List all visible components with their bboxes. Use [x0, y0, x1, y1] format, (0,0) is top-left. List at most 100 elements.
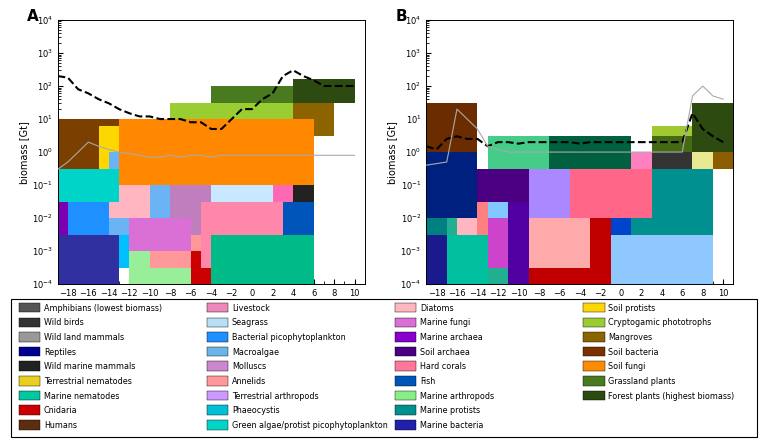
Bar [396, 361, 416, 371]
Bar [207, 347, 228, 357]
Bar [488, 135, 570, 169]
Bar [201, 202, 283, 268]
Bar [98, 126, 160, 234]
Text: Green algae/protist picophytoplankton: Green algae/protist picophytoplankton [232, 421, 388, 430]
Bar [488, 218, 570, 268]
Bar [396, 303, 416, 313]
Bar [119, 119, 313, 185]
Text: Cnidaria: Cnidaria [44, 406, 78, 415]
Bar [293, 103, 334, 135]
Bar [98, 169, 150, 218]
Bar [651, 126, 713, 152]
Text: Soil fungi: Soil fungi [608, 362, 646, 371]
Bar [263, 169, 313, 202]
Text: Wild land mammals: Wild land mammals [44, 333, 124, 342]
Text: Fish: Fish [420, 377, 435, 386]
Bar [396, 420, 416, 430]
Bar [549, 135, 631, 169]
Bar [211, 152, 273, 202]
Text: B: B [396, 9, 407, 24]
Bar [207, 361, 228, 371]
Bar [160, 169, 252, 234]
Bar [488, 135, 528, 218]
Bar [19, 376, 40, 386]
Bar [396, 317, 416, 327]
Text: Wild marine mammals: Wild marine mammals [44, 362, 135, 371]
Bar [584, 376, 604, 386]
Text: Marine protists: Marine protists [420, 406, 480, 415]
Bar [19, 347, 40, 357]
Text: Marine bacteria: Marine bacteria [420, 421, 484, 430]
Text: Terrestrial nematodes: Terrestrial nematodes [44, 377, 131, 386]
Bar [207, 376, 228, 386]
Bar [252, 152, 303, 185]
Bar [693, 119, 733, 169]
Bar [221, 135, 293, 202]
Bar [211, 234, 313, 284]
Text: Macroalgae: Macroalgae [232, 348, 279, 357]
Bar [207, 420, 228, 430]
Bar [58, 169, 140, 218]
Bar [68, 234, 129, 268]
Bar [293, 79, 355, 103]
Text: Molluscs: Molluscs [232, 362, 266, 371]
Bar [447, 234, 488, 284]
Bar [129, 218, 190, 251]
Text: Humans: Humans [44, 421, 77, 430]
Bar [19, 420, 40, 430]
Bar [232, 169, 293, 234]
Bar [693, 103, 733, 152]
Bar [584, 361, 604, 371]
Text: Forest plants (highest biomass): Forest plants (highest biomass) [608, 392, 734, 400]
Bar [528, 218, 651, 284]
Bar [58, 169, 119, 202]
Bar [129, 234, 252, 284]
Bar [488, 159, 549, 202]
Bar [611, 234, 713, 284]
Bar [68, 202, 109, 234]
Text: Terrestrial arthropods: Terrestrial arthropods [232, 392, 319, 400]
Bar [19, 391, 40, 400]
Bar [78, 169, 119, 202]
Text: Reptiles: Reptiles [44, 348, 76, 357]
Bar [396, 405, 416, 415]
Bar [207, 391, 228, 400]
Bar [447, 218, 508, 284]
Y-axis label: biomass [Gt]: biomass [Gt] [19, 121, 29, 183]
Bar [478, 169, 559, 251]
Bar [78, 202, 119, 284]
Text: Marine arthropods: Marine arthropods [420, 392, 495, 400]
Bar [232, 135, 273, 169]
Bar [19, 317, 40, 327]
Text: Seagrass: Seagrass [232, 318, 269, 327]
Bar [478, 169, 528, 202]
Bar [426, 103, 478, 152]
Bar [651, 135, 693, 169]
Bar [396, 376, 416, 386]
X-axis label: body size [log$_{10}$g]: body size [log$_{10}$g] [536, 301, 624, 315]
Bar [19, 405, 40, 415]
Bar [232, 234, 273, 268]
Text: Soil bacteria: Soil bacteria [608, 348, 659, 357]
Text: Grassland plants: Grassland plants [608, 377, 676, 386]
Bar [457, 169, 518, 234]
Bar [109, 152, 170, 234]
Bar [584, 317, 604, 327]
Bar [19, 303, 40, 313]
Text: Hard corals: Hard corals [420, 362, 466, 371]
Bar [584, 303, 604, 313]
Text: Amphibians (lowest biomass): Amphibians (lowest biomass) [44, 304, 162, 313]
Bar [651, 152, 693, 169]
Bar [584, 391, 604, 400]
Bar [426, 135, 478, 218]
Bar [190, 251, 273, 284]
Bar [426, 169, 488, 234]
Bar [19, 361, 40, 371]
Bar [528, 218, 590, 268]
Bar [426, 218, 478, 284]
Bar [584, 332, 604, 342]
Bar [19, 332, 40, 342]
Bar [611, 169, 693, 234]
Bar [396, 332, 416, 342]
Bar [584, 347, 604, 357]
